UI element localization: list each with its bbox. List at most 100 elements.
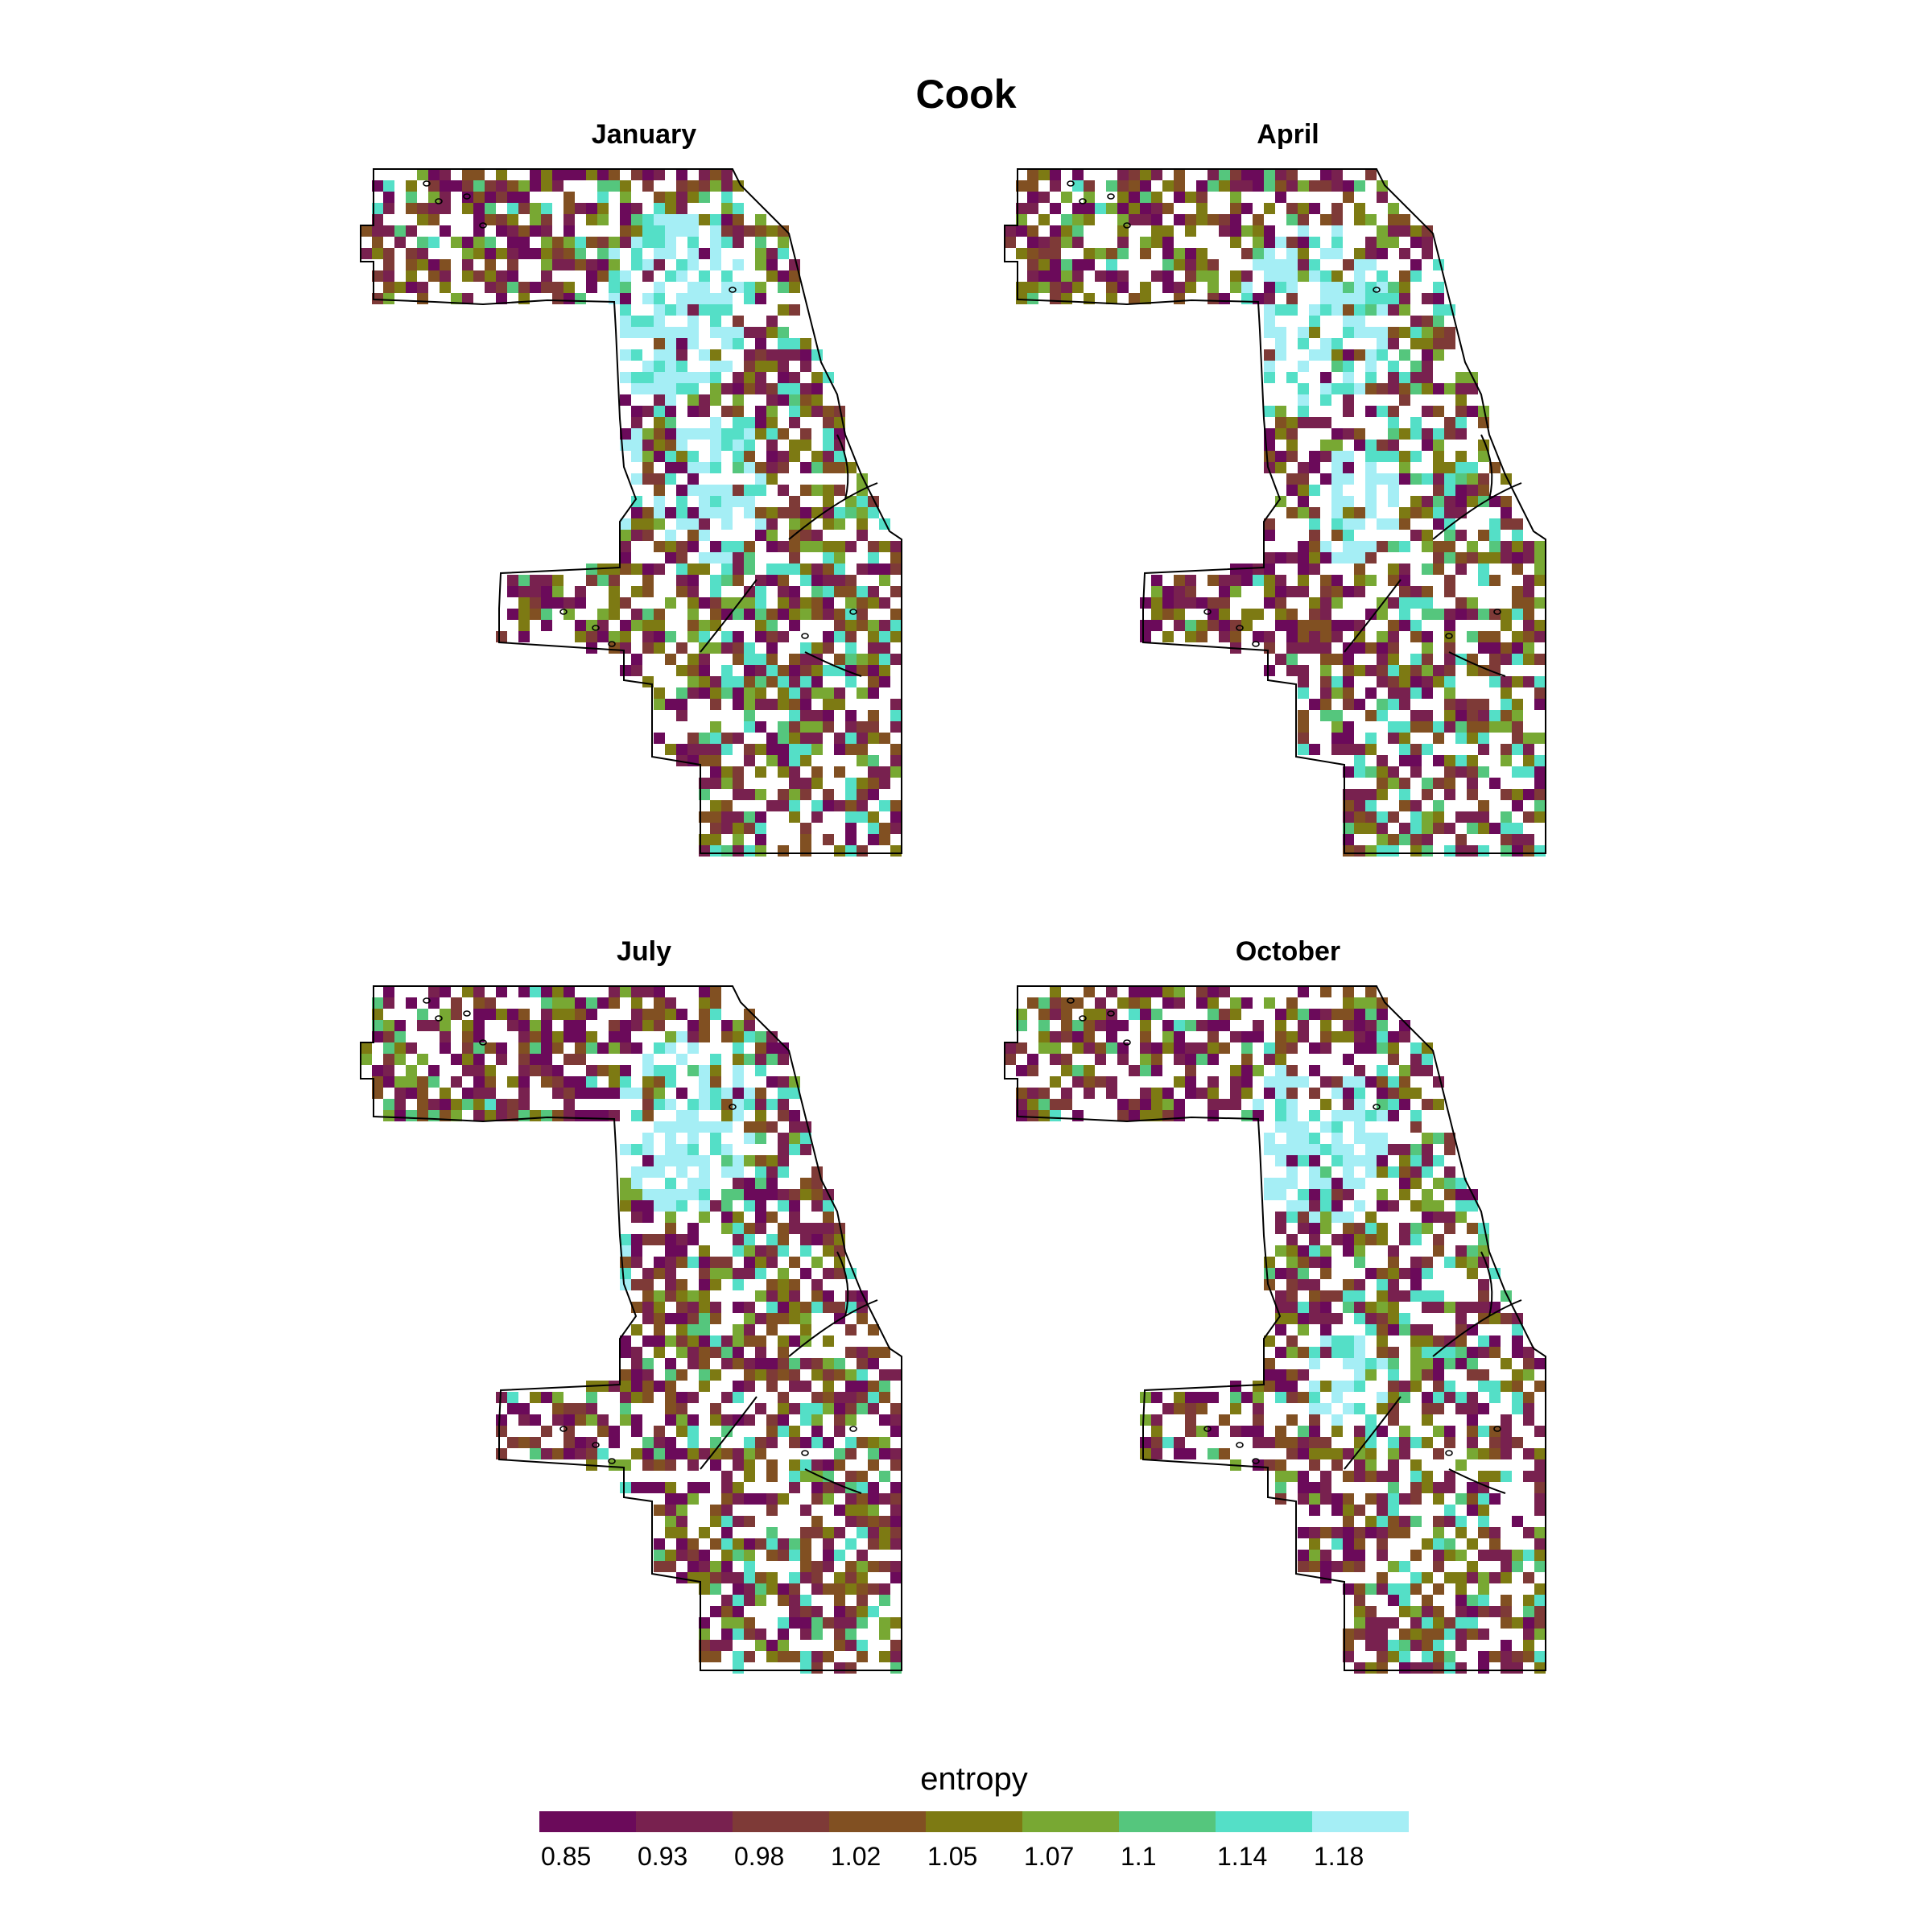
- raster-cell: [597, 214, 609, 225]
- raster-cell: [1433, 564, 1444, 575]
- raster-cell: [654, 1020, 665, 1031]
- raster-cell: [676, 428, 687, 440]
- raster-cell: [496, 1414, 507, 1426]
- raster-cell: [1151, 1009, 1162, 1020]
- raster-cell: [451, 1099, 462, 1110]
- raster-cell: [597, 609, 609, 620]
- raster-cell: [1275, 597, 1286, 609]
- raster-cell: [1343, 1302, 1354, 1313]
- raster-cell: [733, 733, 744, 744]
- raster-cell: [1140, 1031, 1151, 1042]
- raster-cell: [1433, 1629, 1444, 1640]
- raster-cell: [1410, 507, 1422, 518]
- raster-cell: [721, 1414, 733, 1426]
- raster-cell: [857, 1516, 868, 1527]
- raster-cell: [710, 811, 721, 823]
- lake-outline: [1203, 1426, 1212, 1432]
- raster-cell: [834, 1448, 845, 1459]
- raster-cell: [1489, 823, 1501, 834]
- raster-cell: [631, 1088, 642, 1099]
- raster-cell: [890, 609, 902, 620]
- raster-cell: [1433, 1358, 1444, 1369]
- raster-cell: [845, 654, 857, 665]
- raster-cell: [1478, 1572, 1489, 1583]
- raster-cell: [733, 1381, 744, 1392]
- raster-cell: [676, 1166, 687, 1178]
- raster-cell: [552, 1414, 564, 1426]
- raster-cell: [406, 1065, 417, 1076]
- raster-cell: [676, 1493, 687, 1505]
- raster-cell: [857, 1561, 868, 1572]
- raster-cell: [1264, 564, 1275, 575]
- raster-cell: [620, 237, 631, 248]
- raster-cell: [1534, 564, 1546, 575]
- raster-cell: [823, 406, 834, 417]
- raster-cell: [890, 823, 902, 834]
- raster-cell: [1388, 1031, 1399, 1042]
- raster-cell: [1174, 1031, 1185, 1042]
- raster-cell: [1489, 1493, 1501, 1505]
- raster-cell: [868, 766, 879, 778]
- raster-cell: [1512, 586, 1523, 597]
- raster-cell: [575, 248, 586, 259]
- raster-cell: [710, 1583, 721, 1595]
- raster-cell: [1117, 1054, 1129, 1065]
- raster-cell: [1298, 710, 1309, 721]
- raster-cell: [789, 1651, 800, 1662]
- boundary-line: [1344, 579, 1402, 653]
- raster-cell: [541, 997, 552, 1009]
- raster-cell: [1410, 721, 1422, 733]
- raster-cell: [1534, 1527, 1546, 1538]
- raster-cell: [687, 575, 699, 586]
- raster-cell: [868, 721, 879, 733]
- raster-cell: [654, 169, 665, 180]
- raster-cell: [1331, 1189, 1343, 1200]
- raster-cell: [1241, 293, 1253, 304]
- raster-cell: [1489, 541, 1501, 552]
- raster-cell: [620, 203, 631, 214]
- raster-cell: [800, 1245, 811, 1257]
- raster-cell: [710, 1200, 721, 1212]
- raster-cell: [1343, 800, 1354, 811]
- raster-cell: [879, 733, 890, 744]
- raster-cell: [789, 349, 800, 361]
- raster-cell: [1331, 620, 1343, 631]
- raster-cell: [1388, 1088, 1399, 1099]
- raster-cell: [642, 1358, 654, 1369]
- raster-cell: [1377, 1392, 1388, 1403]
- raster-cell: [710, 417, 721, 428]
- raster-cell: [1422, 1414, 1433, 1426]
- raster-cell: [755, 575, 766, 586]
- raster-cell: [778, 1166, 789, 1178]
- raster-cell: [1377, 1617, 1388, 1629]
- raster-cell: [1331, 1493, 1343, 1505]
- raster-cell: [755, 1437, 766, 1448]
- raster-cell: [687, 338, 699, 349]
- raster-cell: [834, 1640, 845, 1651]
- raster-cell: [1365, 304, 1377, 316]
- raster-cell: [800, 1505, 811, 1516]
- raster-cell: [766, 1414, 778, 1426]
- raster-cell: [631, 225, 642, 237]
- raster-cell: [699, 282, 710, 293]
- raster-cell: [1309, 609, 1320, 620]
- raster-cell: [766, 270, 778, 282]
- raster-cell: [1365, 507, 1377, 518]
- raster-cell: [654, 518, 665, 530]
- raster-cell: [1084, 203, 1095, 214]
- raster-cell: [1309, 485, 1320, 496]
- raster-cell: [721, 1166, 733, 1178]
- raster-cell: [1309, 1166, 1320, 1178]
- raster-cell: [1467, 485, 1478, 496]
- raster-cell: [620, 1189, 631, 1200]
- raster-cell: [879, 1347, 890, 1358]
- raster-cell: [778, 1335, 789, 1347]
- raster-cell: [564, 192, 575, 203]
- raster-cell: [721, 1347, 733, 1358]
- raster-cell: [699, 564, 710, 575]
- raster-cell: [733, 676, 744, 687]
- raster-cell: [890, 710, 902, 721]
- raster-cell: [1298, 1471, 1309, 1482]
- raster-cell: [1298, 203, 1309, 214]
- raster-cell: [1241, 282, 1253, 293]
